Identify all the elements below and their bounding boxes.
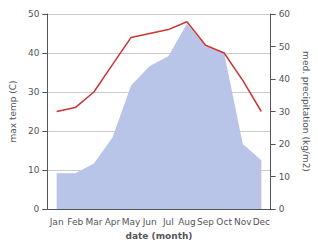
svg-text:10: 10 (279, 172, 291, 182)
svg-text:date (month): date (month) (126, 231, 193, 241)
svg-text:Mar: Mar (85, 217, 102, 227)
svg-text:Oct: Oct (216, 217, 232, 227)
svg-text:20: 20 (28, 126, 40, 136)
svg-text:30: 30 (279, 107, 291, 117)
svg-text:60: 60 (279, 9, 291, 19)
svg-text:50: 50 (279, 42, 291, 52)
svg-text:20: 20 (279, 139, 291, 149)
svg-text:0: 0 (34, 204, 40, 214)
svg-text:med. precipitation (kg/m2): med. precipitation (kg/m2) (301, 51, 311, 172)
svg-text:Nov: Nov (234, 217, 252, 227)
svg-text:Jun: Jun (142, 217, 157, 227)
svg-text:Jul: Jul (162, 217, 174, 227)
svg-text:30: 30 (28, 87, 40, 97)
svg-text:Apr: Apr (105, 217, 121, 227)
svg-text:40: 40 (279, 74, 291, 84)
svg-text:Jan: Jan (49, 217, 64, 227)
svg-text:Sep: Sep (197, 217, 214, 227)
svg-text:Aug: Aug (178, 217, 196, 227)
svg-text:40: 40 (28, 48, 40, 58)
svg-text:May: May (122, 217, 141, 227)
svg-text:max temp (C): max temp (C) (8, 80, 18, 142)
svg-text:10: 10 (28, 165, 40, 175)
svg-text:Feb: Feb (67, 217, 83, 227)
svg-text:0: 0 (279, 204, 285, 214)
svg-text:Dec: Dec (253, 217, 270, 227)
svg-text:50: 50 (28, 9, 40, 19)
